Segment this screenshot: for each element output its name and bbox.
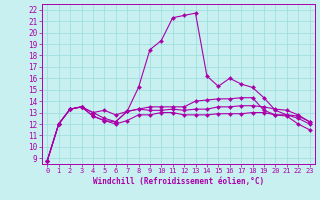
X-axis label: Windchill (Refroidissement éolien,°C): Windchill (Refroidissement éolien,°C) — [93, 177, 264, 186]
